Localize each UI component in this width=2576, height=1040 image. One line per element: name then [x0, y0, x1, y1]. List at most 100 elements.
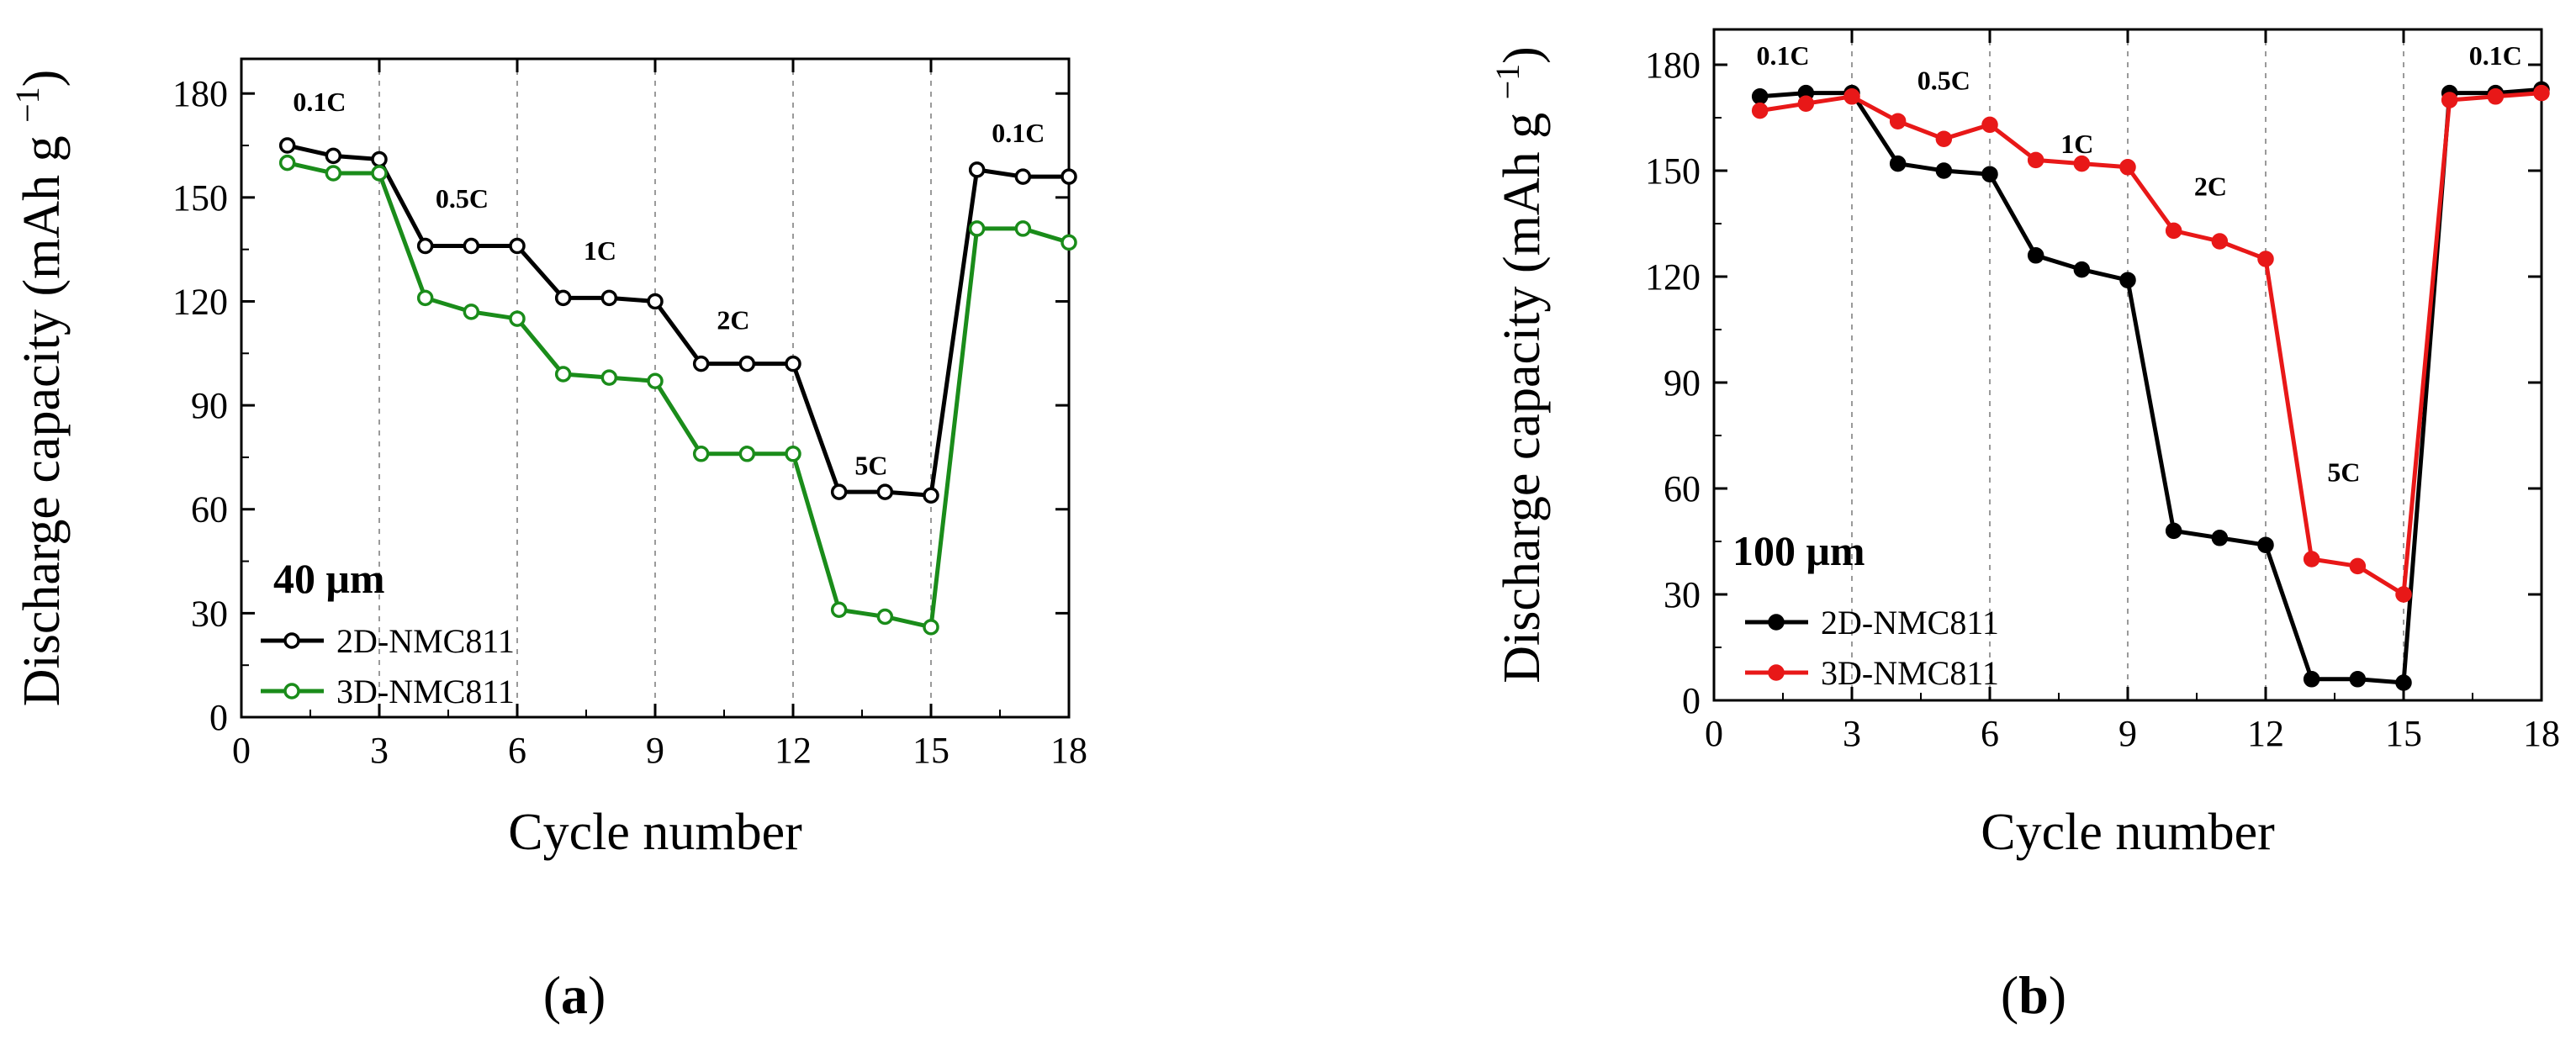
legend-label: 3D-NMC811	[336, 673, 515, 710]
y-axis-title-close: )	[13, 70, 71, 87]
data-point	[2165, 222, 2182, 240]
rate-label: 0.1C	[1756, 40, 1809, 71]
data-point	[278, 154, 296, 172]
data-point	[1935, 162, 1953, 179]
x-tick-label: 18	[1050, 730, 1087, 771]
data-point	[923, 487, 939, 504]
data-point	[923, 619, 939, 636]
rate-label: 5C	[2327, 457, 2360, 488]
rate-label: 2C	[2194, 171, 2227, 201]
y-axis-title-sup: −1	[8, 87, 46, 123]
data-point	[2257, 251, 2274, 267]
x-tick-label: 6	[1981, 713, 1999, 754]
x-tick-label: 18	[2523, 713, 2560, 754]
rate-label: 2C	[717, 304, 749, 335]
data-point	[830, 601, 848, 618]
y-tick-label: 90	[1664, 362, 1701, 404]
data-point	[830, 483, 848, 500]
data-point	[1014, 168, 1032, 185]
series-line-3D-NMC811	[287, 161, 1070, 630]
y-tick-label: 0	[1682, 680, 1701, 721]
y-tick-label: 30	[191, 593, 228, 634]
rate-label: 1C	[584, 235, 616, 266]
data-point	[2119, 272, 2136, 288]
legend-marker	[1768, 614, 1785, 631]
data-point	[416, 289, 434, 307]
data-point	[968, 161, 986, 178]
data-point	[1751, 88, 1769, 105]
panel-label: (b)	[2001, 965, 2066, 1025]
data-point	[2027, 151, 2044, 169]
data-point	[692, 446, 710, 462]
data-point	[2257, 536, 2274, 553]
data-point	[2441, 92, 2458, 108]
data-point	[2211, 233, 2229, 250]
data-point	[1797, 95, 1815, 112]
data-point	[785, 355, 801, 372]
series-line-3D-NMC811	[1759, 91, 2542, 597]
data-point	[2119, 159, 2136, 176]
y-axis-title-close: )	[1494, 46, 1551, 64]
x-tick-label: 0	[232, 730, 251, 771]
data-point	[278, 137, 296, 154]
data-point	[2303, 671, 2320, 688]
data-point	[1014, 220, 1032, 237]
y-axis-title: Discharge capacity (mAh g −1)	[1489, 46, 1551, 684]
x-axis-title: Cycle number	[1981, 804, 2275, 861]
data-point	[2395, 586, 2412, 603]
data-point	[2165, 522, 2182, 540]
rate-label: 0.1C	[293, 87, 346, 117]
data-point	[1751, 102, 1769, 119]
data-point	[2073, 155, 2091, 172]
data-point	[1843, 88, 1860, 105]
legend-marker	[283, 683, 300, 699]
data-point	[647, 293, 664, 310]
data-point	[554, 289, 572, 307]
data-point	[2027, 247, 2044, 264]
data-point	[463, 304, 480, 320]
data-point	[876, 608, 894, 626]
rate-label: 1C	[2060, 129, 2093, 159]
data-point	[1935, 130, 1953, 147]
data-point	[1889, 155, 1907, 172]
data-point	[325, 165, 342, 182]
data-point	[2487, 88, 2505, 105]
data-point	[738, 446, 756, 462]
data-point	[371, 165, 388, 182]
data-point	[2533, 84, 2550, 102]
thickness-label: 40 μm	[273, 555, 385, 602]
y-tick-label: 150	[1645, 150, 1701, 192]
panel-label: (a)	[543, 965, 606, 1025]
x-tick-label: 15	[912, 730, 949, 771]
panel-label-close: )	[588, 965, 606, 1025]
data-point	[600, 289, 618, 307]
data-point	[738, 355, 756, 372]
data-point	[416, 237, 434, 255]
data-point	[876, 483, 894, 500]
x-tick-label: 9	[646, 730, 664, 771]
panel-label-open: (	[543, 965, 561, 1025]
x-tick-label: 9	[2118, 713, 2137, 754]
y-tick-label: 180	[1645, 45, 1701, 86]
x-tick-label: 15	[2385, 713, 2422, 754]
data-point	[1981, 166, 1998, 182]
y-axis-title-main: Discharge capacity (mAh g	[1494, 99, 1551, 683]
legend-label: 2D-NMC811	[336, 622, 515, 660]
data-point	[1981, 116, 1998, 134]
data-point	[1061, 234, 1077, 251]
data-point	[600, 369, 618, 386]
data-point	[2303, 551, 2320, 568]
data-point	[2349, 671, 2367, 688]
data-point	[1061, 168, 1077, 185]
data-point	[2349, 557, 2367, 575]
rate-label: 0.5C	[1917, 65, 1970, 95]
legend-marker	[283, 632, 300, 649]
thickness-label: 100 μm	[1732, 527, 1865, 574]
y-tick-label: 120	[1645, 256, 1701, 298]
rate-label: 0.1C	[992, 118, 1045, 148]
data-point	[463, 237, 480, 255]
y-tick-label: 150	[172, 177, 228, 219]
data-point	[554, 366, 572, 383]
